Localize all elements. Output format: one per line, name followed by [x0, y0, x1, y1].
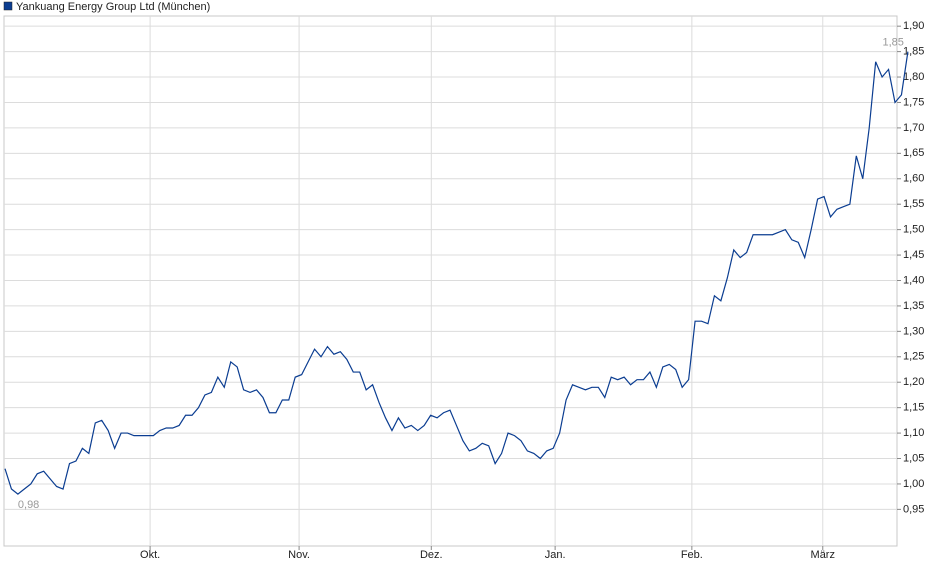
y-tick-label: 0,95 — [903, 503, 924, 515]
value-label: 0,98 — [18, 499, 39, 511]
legend-swatch — [3, 1, 13, 11]
x-tick-label: März — [811, 549, 835, 561]
legend-label: Yankuang Energy Group Ltd (München) — [16, 1, 210, 13]
y-tick-label: 1,00 — [903, 478, 924, 490]
y-tick-label: 1,10 — [903, 427, 924, 439]
x-tick-label: Jan. — [545, 549, 566, 561]
y-tick-label: 1,90 — [903, 20, 924, 32]
y-tick-label: 1,55 — [903, 198, 924, 210]
price-line — [4, 51, 909, 495]
y-tick-label: 1,05 — [903, 452, 924, 464]
y-tick-label: 1,15 — [903, 402, 924, 414]
x-tick-label: Dez. — [420, 549, 443, 561]
y-tick-label: 1,25 — [903, 351, 924, 363]
y-tick-label: 1,30 — [903, 325, 924, 337]
x-tick-label: Okt. — [140, 549, 160, 561]
y-tick-label: 1,35 — [903, 300, 924, 312]
y-tick-label: 1,75 — [903, 96, 924, 108]
y-tick-label: 1,65 — [903, 147, 924, 159]
y-tick-label: 1,20 — [903, 376, 924, 388]
y-tick-label: 1,40 — [903, 274, 924, 286]
y-tick-label: 1,80 — [903, 71, 924, 83]
y-tick-label: 1,45 — [903, 249, 924, 261]
x-tick-label: Nov. — [288, 549, 310, 561]
value-label: 1,85 — [882, 37, 903, 49]
y-tick-label: 1,70 — [903, 122, 924, 134]
y-tick-label: 1,85 — [903, 46, 924, 58]
plot-frame — [3, 15, 898, 547]
y-tick-label: 1,50 — [903, 224, 924, 236]
x-tick-label: Feb. — [681, 549, 703, 561]
y-tick-label: 1,60 — [903, 173, 924, 185]
